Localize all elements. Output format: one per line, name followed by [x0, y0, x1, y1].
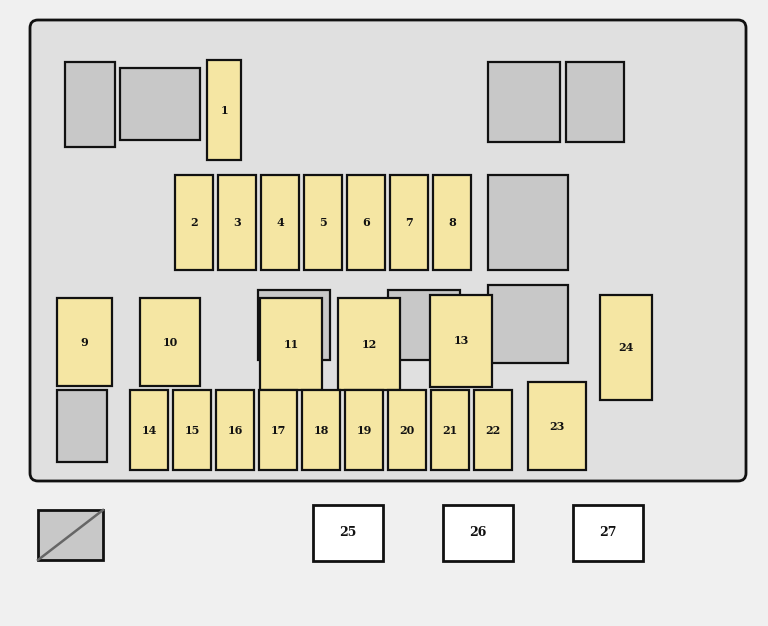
Text: 27: 27 [599, 526, 617, 540]
Text: 10: 10 [162, 337, 177, 347]
Text: 11: 11 [283, 339, 299, 349]
Text: 26: 26 [469, 526, 487, 540]
Text: 14: 14 [141, 424, 157, 436]
Text: 7: 7 [406, 217, 413, 228]
FancyBboxPatch shape [30, 20, 746, 481]
Bar [38, 510, 103, 560]
Text: 12: 12 [362, 339, 376, 349]
Bar [443, 505, 513, 561]
Bar [130, 390, 168, 470]
Text: 9: 9 [81, 337, 88, 347]
Text: 16: 16 [227, 424, 243, 436]
Text: 15: 15 [184, 424, 200, 436]
Bar [173, 390, 211, 470]
Bar [207, 60, 241, 160]
Text: 1: 1 [220, 105, 228, 116]
Text: 24: 24 [618, 342, 634, 353]
Bar [57, 390, 107, 462]
Bar [261, 175, 299, 270]
Bar [431, 390, 469, 470]
Bar [345, 390, 383, 470]
Bar [388, 290, 460, 360]
Text: 21: 21 [442, 424, 458, 436]
Text: 20: 20 [399, 424, 415, 436]
Text: 3: 3 [233, 217, 241, 228]
Bar [140, 298, 200, 386]
Text: 17: 17 [270, 424, 286, 436]
Bar [388, 390, 426, 470]
Text: 2: 2 [190, 217, 198, 228]
Bar [433, 175, 471, 270]
Bar [474, 390, 512, 470]
Text: 18: 18 [313, 424, 329, 436]
Bar [216, 390, 254, 470]
Bar [566, 62, 624, 142]
Bar [430, 295, 492, 387]
Bar [65, 62, 115, 147]
Bar [218, 175, 256, 270]
Text: 25: 25 [339, 526, 356, 540]
Text: 4: 4 [276, 217, 284, 228]
Bar [573, 505, 643, 561]
Bar [488, 62, 560, 142]
Bar [338, 298, 400, 390]
Text: 19: 19 [356, 424, 372, 436]
Text: 13: 13 [453, 336, 468, 347]
Bar [390, 175, 428, 270]
Text: 6: 6 [362, 217, 370, 228]
Text: 23: 23 [549, 421, 564, 431]
Bar [488, 285, 568, 363]
Bar [260, 298, 322, 390]
Bar [302, 390, 340, 470]
Text: 22: 22 [485, 424, 501, 436]
Bar [600, 295, 652, 400]
Bar [57, 298, 112, 386]
Bar [259, 390, 297, 470]
Bar [120, 68, 200, 140]
Bar [313, 505, 383, 561]
Bar [175, 175, 213, 270]
Bar [258, 290, 330, 360]
Bar [347, 175, 385, 270]
Bar [528, 382, 586, 470]
Text: 8: 8 [448, 217, 456, 228]
Bar [488, 175, 568, 270]
Bar [304, 175, 342, 270]
Text: 5: 5 [319, 217, 327, 228]
